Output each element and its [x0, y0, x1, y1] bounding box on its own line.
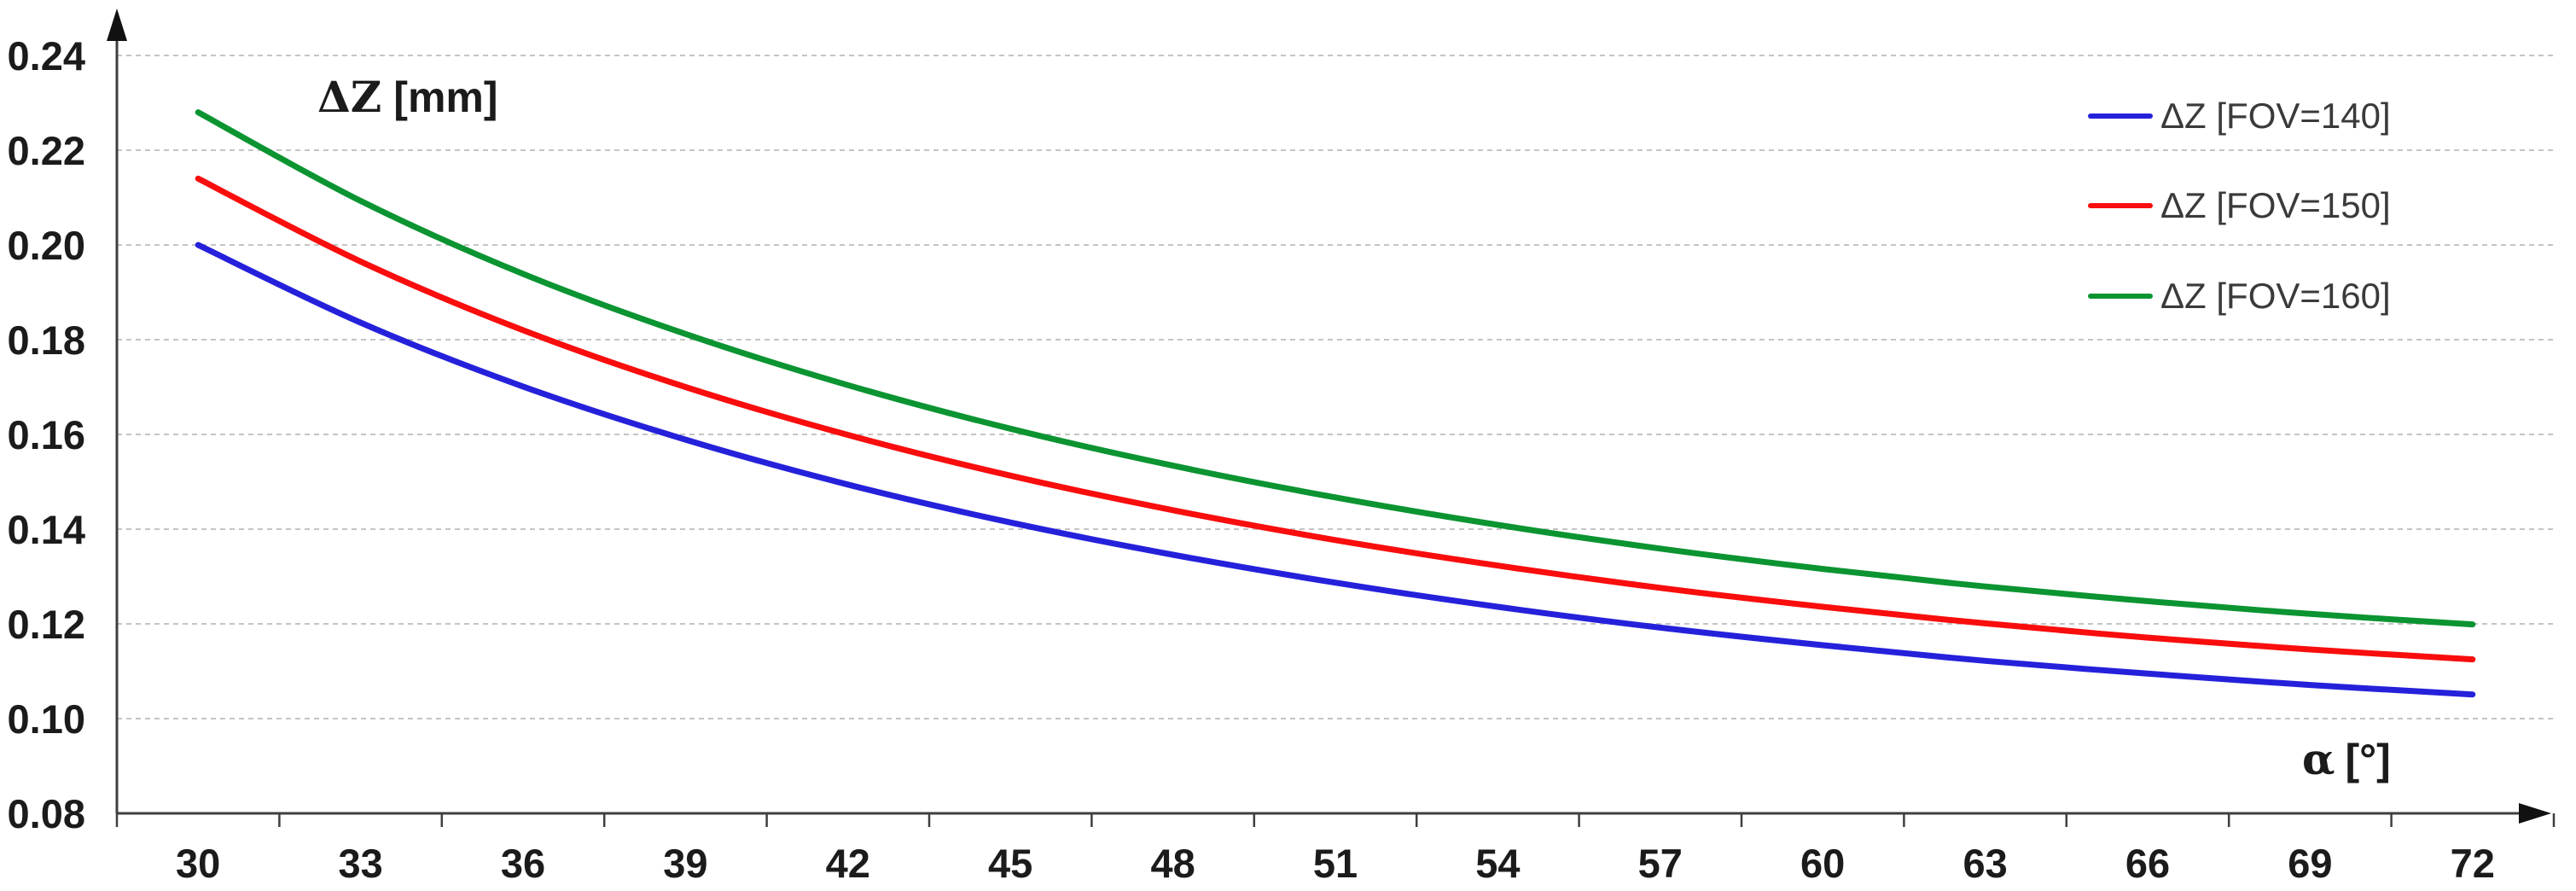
x-tick-label: 57 [1638, 841, 1683, 886]
x-axis-title-unit: [°] [2345, 736, 2391, 783]
x-tick-label: 60 [1800, 841, 1845, 886]
x-axis-title-symbol: α [2302, 734, 2335, 784]
x-tick-label: 48 [1150, 841, 1195, 886]
series-line-0 [195, 242, 2476, 698]
x-tick-label: 54 [1475, 841, 1520, 886]
y-tick-label: 0.10 [8, 696, 85, 742]
y-tick-label: 0.18 [8, 317, 85, 363]
legend-label: ΔZ [FOV=160] [2160, 276, 2391, 316]
x-tick-label: 36 [501, 841, 545, 886]
legend-line-swatch-fov140 [2088, 114, 2153, 119]
x-tick-label: 63 [1963, 841, 2007, 886]
x-tick-label: 45 [988, 841, 1032, 886]
x-tick-label: 69 [2288, 841, 2332, 886]
x-tick-label: 42 [826, 841, 870, 886]
y-axis-title-symbol: ΔZ [317, 72, 382, 122]
y-axis-title-unit: [mm] [393, 73, 498, 121]
series-line-1 [195, 175, 2476, 663]
x-tick-label: 33 [338, 841, 382, 886]
legend-label: ΔZ [FOV=150] [2160, 185, 2391, 225]
x-tick-label: 72 [2451, 841, 2495, 886]
legend-item: ΔZ [FOV=160] [2088, 272, 2391, 320]
y-axis-arrowhead [107, 9, 127, 41]
legend-label: ΔZ [FOV=140] [2160, 96, 2391, 136]
legend-item: ΔZ [FOV=150] [2088, 182, 2391, 230]
legend-line-swatch-fov150 [2088, 203, 2153, 208]
y-tick-label: 0.16 [8, 412, 85, 457]
x-axis-arrowhead [2519, 803, 2551, 824]
y-tick-label: 0.14 [8, 507, 85, 552]
y-tick-label: 0.22 [8, 128, 85, 173]
x-tick-label: 51 [1313, 841, 1358, 886]
y-axis-title: ΔZ [mm] [317, 72, 498, 122]
y-tick-label: 0.24 [8, 33, 85, 79]
legend-item: ΔZ [FOV=140] [2088, 92, 2391, 140]
legend-line-swatch-fov160 [2088, 294, 2153, 299]
y-tick-label: 0.12 [8, 602, 85, 647]
y-tick-label: 0.08 [8, 791, 85, 836]
x-tick-label: 66 [2125, 841, 2170, 886]
x-tick-label: 39 [663, 841, 707, 886]
y-tick-label: 0.20 [8, 223, 85, 268]
x-axis-title: α [°] [2302, 734, 2391, 784]
x-tick-label: 30 [176, 841, 220, 886]
series-line-2 [195, 109, 2476, 628]
